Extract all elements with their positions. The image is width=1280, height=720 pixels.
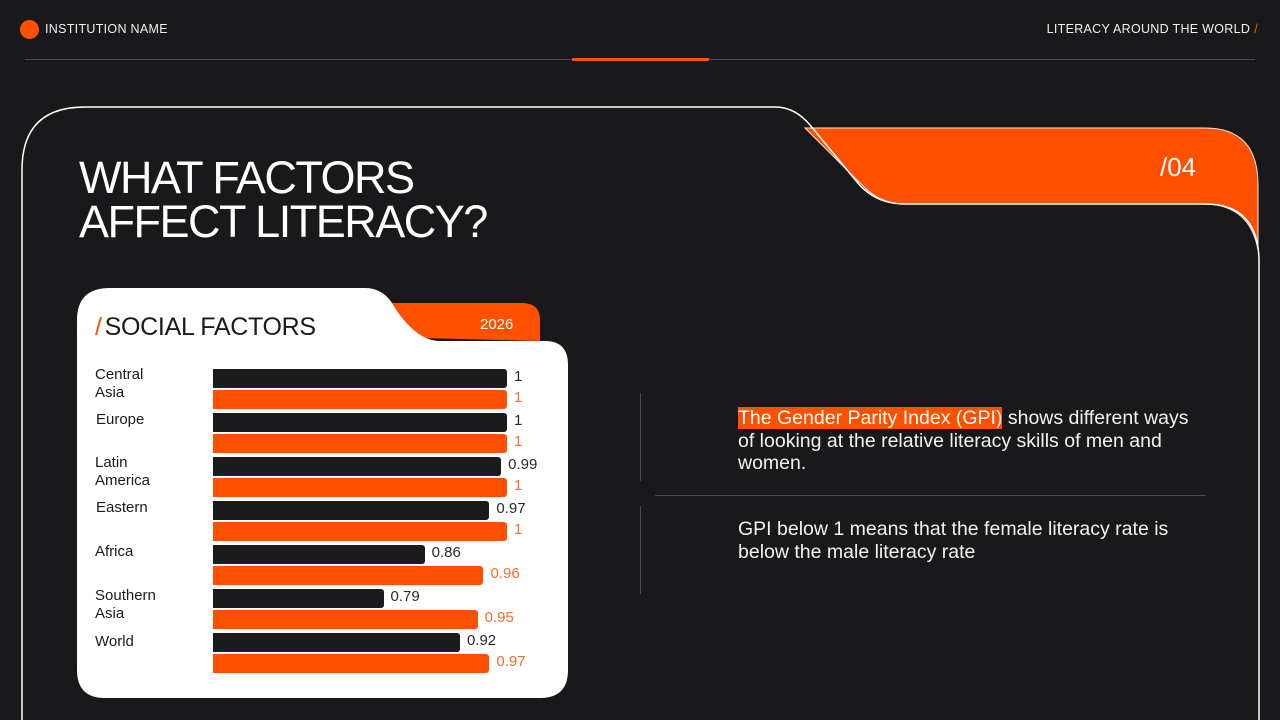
bar-value-label: 0.99 [508, 456, 538, 473]
bar-orange [213, 478, 507, 497]
category-label: Latin America [95, 454, 151, 489]
bar-value-label: 0.96 [490, 565, 520, 582]
bar-dark [213, 369, 507, 388]
info-divider-vertical [640, 393, 641, 481]
bar-orange [213, 390, 507, 409]
gpi-highlight: The Gender Parity Index (GPI) [738, 407, 1003, 429]
bar-orange [213, 522, 507, 541]
bar-value-label: 1 [514, 433, 523, 450]
slide-title: WHAT FACTORS AFFECT LITERACY? [79, 152, 488, 247]
bar-value-label: 0.86 [431, 544, 461, 561]
bar-orange [213, 610, 478, 629]
category-label: Eastern [96, 499, 148, 516]
bar-value-label: 0.97 [496, 653, 526, 670]
category-label: Africa [95, 543, 134, 560]
category-label: Southern Asia [95, 587, 156, 622]
bar-orange [213, 434, 507, 453]
bar-dark [213, 413, 507, 432]
bar-dark [213, 457, 502, 476]
bar-value-label: 0.95 [484, 609, 514, 626]
bar-orange [213, 566, 484, 585]
bar-value-label: 0.92 [466, 632, 497, 649]
bar-value-label: 1 [514, 368, 523, 385]
bar-dark [213, 589, 384, 608]
presentation-title: LITERACY AROUND THE WORLD / [1046, 22, 1258, 36]
category-label: Europe [96, 411, 145, 428]
info-divider-horizontal [655, 495, 1206, 496]
institution-name: INSTITUTION NAME [45, 22, 168, 36]
gpi-explanation: GPI below 1 means that the female litera… [738, 518, 1169, 563]
bar-value-label: 1 [514, 477, 523, 494]
page-number: /04 [1160, 152, 1197, 182]
bar-dark [213, 501, 490, 520]
bar-value-label: 1 [514, 389, 523, 406]
bar-value-label: 1 [514, 412, 523, 429]
chart-year-tab: 2026 [480, 316, 514, 333]
category-label: Central Asia [95, 366, 144, 401]
brand-dot-icon [20, 20, 39, 39]
category-label: World [95, 633, 134, 650]
bar-dark [213, 545, 425, 564]
bar-value-label: 1 [514, 521, 523, 538]
bar-orange [213, 654, 490, 673]
bar-dark [213, 633, 460, 652]
info-divider-vertical [640, 506, 641, 594]
bar-value-label: 0.79 [390, 588, 420, 605]
chart-title: / SOCIAL FACTORS [95, 313, 316, 341]
header-accent-bar [572, 58, 709, 61]
gpi-definition: The Gender Parity Index (GPI) shows diff… [738, 407, 1189, 474]
bar-value-label: 0.97 [496, 500, 526, 517]
